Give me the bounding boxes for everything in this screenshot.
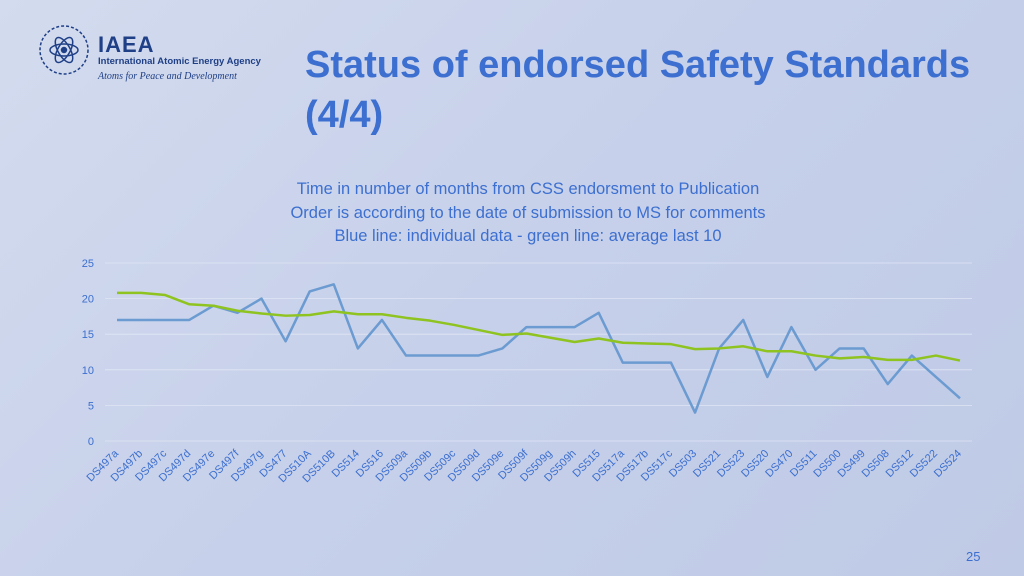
logo-name: IAEA (98, 32, 155, 57)
y-tick-label: 5 (88, 400, 94, 412)
page-number: 25 (966, 549, 981, 564)
y-tick-label: 10 (82, 365, 94, 377)
subtitle-line: Time in number of months from CSS endors… (296, 180, 760, 198)
logo-subtitle: International Atomic Energy Agency (98, 56, 261, 67)
chart-subtitle: Time in number of months from CSS endors… (200, 178, 856, 249)
x-tick-label: DS470 (763, 448, 795, 480)
logo-emblem (39, 25, 89, 75)
y-tick-label: 15 (82, 329, 94, 341)
subtitle-line: Order is according to the date of submis… (290, 203, 766, 222)
data-line (117, 291, 961, 362)
y-tick-label: 25 (82, 258, 94, 270)
slide-title: Status of endorsed Safety Standards (4/4… (305, 44, 971, 136)
data-line (117, 283, 961, 414)
x-tick-label: DS524 (932, 448, 964, 480)
logo-tagline: Atoms for Peace and Development (98, 71, 237, 82)
subtitle-line: Blue line: individual data - green line:… (334, 227, 722, 245)
y-tick-label: 20 (82, 294, 94, 306)
y-tick-label: 0 (88, 436, 94, 448)
